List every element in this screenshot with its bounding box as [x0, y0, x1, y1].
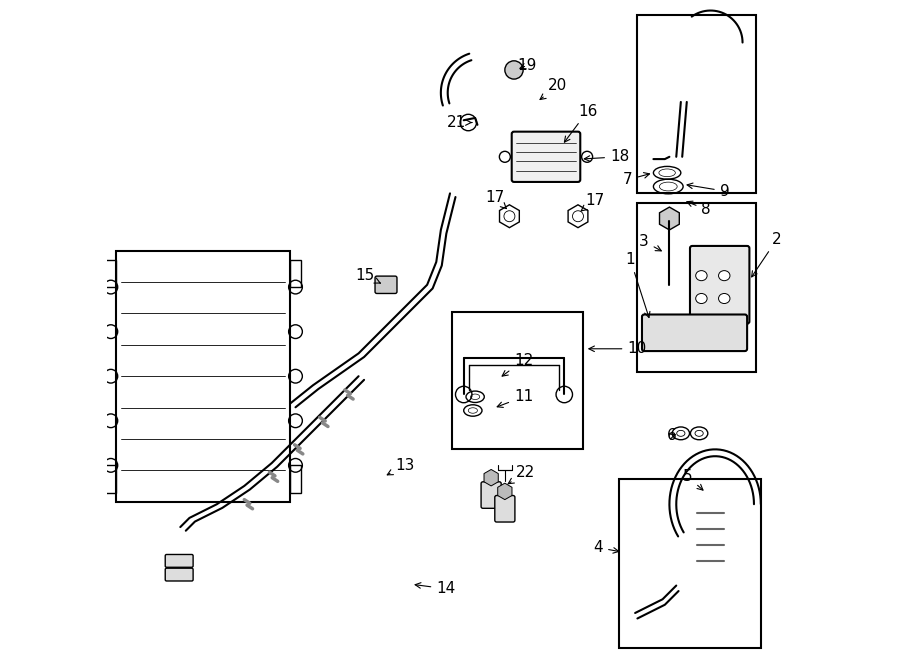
FancyBboxPatch shape: [512, 132, 580, 182]
FancyBboxPatch shape: [482, 482, 501, 508]
Text: 12: 12: [502, 353, 533, 376]
Text: 7: 7: [623, 172, 650, 187]
Ellipse shape: [718, 293, 730, 303]
Bar: [290, 260, 302, 287]
Text: 13: 13: [387, 458, 415, 475]
Ellipse shape: [696, 293, 707, 303]
Text: 15: 15: [356, 268, 381, 283]
Bar: [105, 260, 116, 287]
Text: 22: 22: [508, 465, 536, 484]
Text: 9: 9: [687, 183, 729, 198]
FancyBboxPatch shape: [642, 315, 747, 351]
Text: 17: 17: [581, 193, 604, 211]
Text: 18: 18: [584, 149, 629, 165]
Text: 4: 4: [593, 540, 619, 555]
Text: 6: 6: [667, 428, 677, 443]
Bar: [105, 465, 116, 492]
Text: 19: 19: [518, 58, 536, 73]
Text: 8: 8: [687, 201, 711, 217]
Text: 11: 11: [497, 389, 533, 407]
Bar: [619, 479, 760, 648]
Bar: [637, 15, 756, 194]
FancyBboxPatch shape: [375, 276, 397, 293]
Text: 21: 21: [446, 115, 472, 130]
Ellipse shape: [696, 270, 707, 281]
FancyBboxPatch shape: [495, 496, 515, 522]
Text: 14: 14: [415, 581, 455, 596]
Text: 5: 5: [683, 469, 703, 490]
Text: 17: 17: [486, 190, 507, 209]
Text: 1: 1: [626, 252, 650, 317]
Text: 16: 16: [564, 104, 598, 142]
Bar: [453, 312, 582, 449]
Text: 20: 20: [540, 79, 568, 100]
Text: 2: 2: [752, 231, 782, 277]
Bar: [637, 202, 756, 371]
FancyBboxPatch shape: [690, 246, 750, 324]
Ellipse shape: [718, 270, 730, 281]
Text: 3: 3: [639, 234, 662, 251]
Bar: [290, 465, 302, 492]
Bar: [116, 251, 290, 502]
FancyBboxPatch shape: [166, 555, 194, 567]
Text: 10: 10: [589, 341, 646, 356]
Circle shape: [505, 61, 523, 79]
FancyBboxPatch shape: [166, 568, 194, 581]
